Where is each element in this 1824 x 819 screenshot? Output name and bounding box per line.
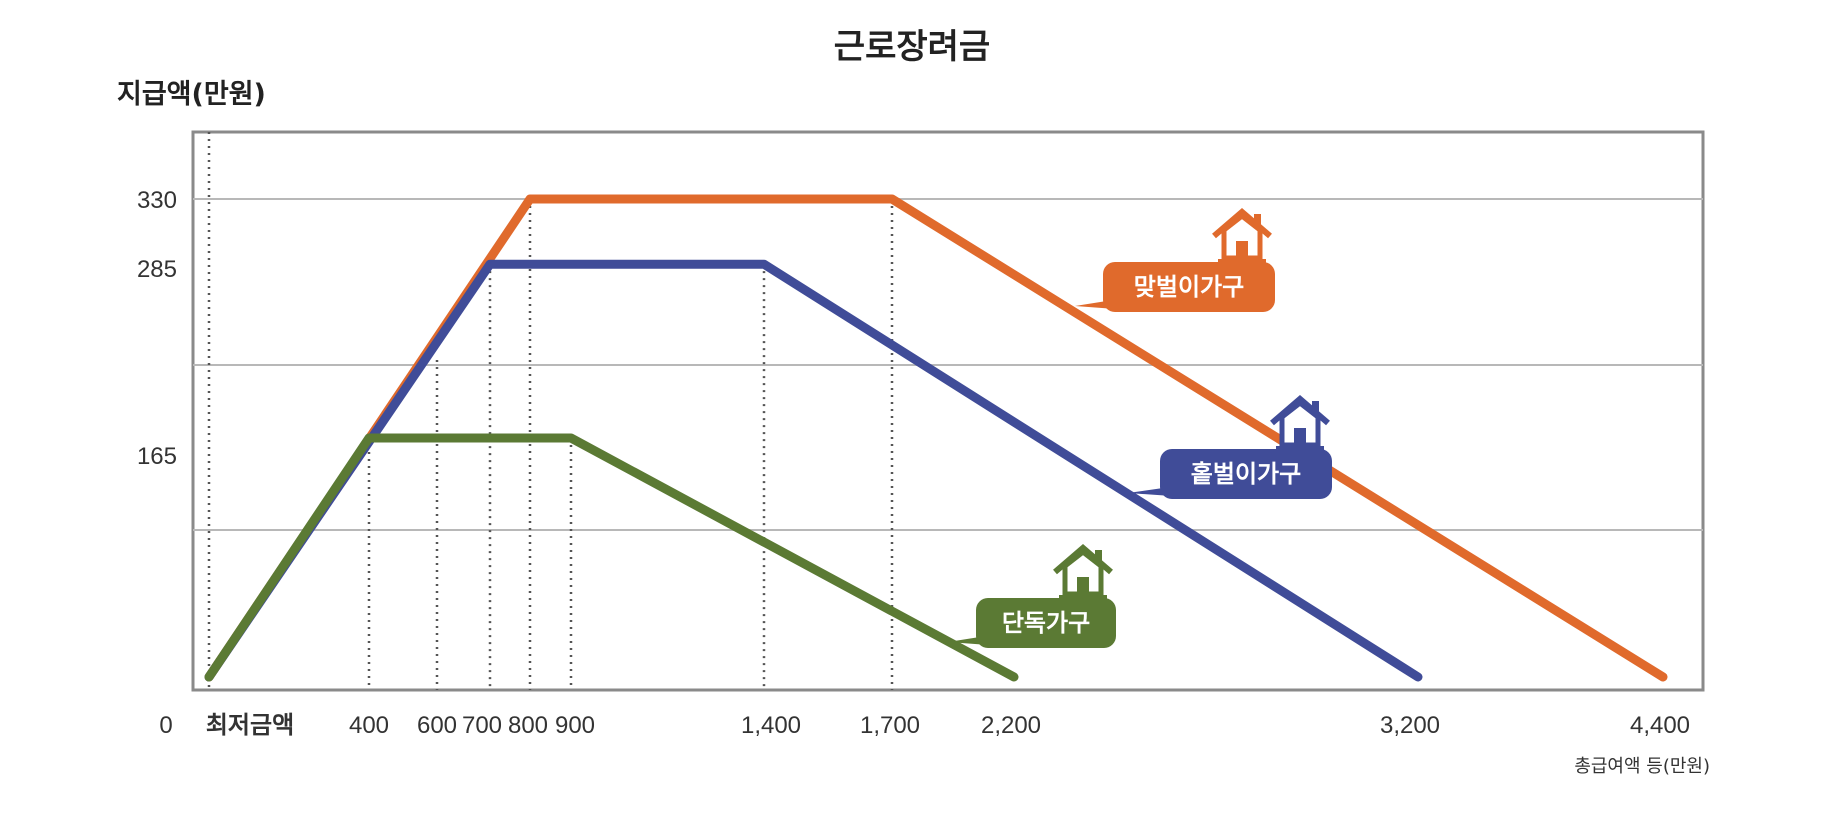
y-axis-label: 지급액(만원) bbox=[117, 79, 266, 110]
tick-labels: 330 285 165 0 최저금액 400 600 700 800 900 1,400 1,700 2… bbox=[137, 187, 1690, 739]
house-icon bbox=[1053, 544, 1113, 599]
x-tick-label: 900 bbox=[555, 712, 595, 739]
x-axis-label: 총급여액 등(만원) bbox=[1574, 756, 1710, 777]
plot-frame bbox=[191, 130, 1705, 692]
x-tick-label: 0 bbox=[159, 712, 172, 739]
callout-box-0 bbox=[1103, 262, 1275, 312]
y-tick-label: 285 bbox=[137, 256, 177, 283]
x-tick-label: 4,400 bbox=[1630, 712, 1690, 739]
x-tick-label: 400 bbox=[349, 712, 389, 739]
series-layer bbox=[204, 194, 1668, 682]
house-icon bbox=[1270, 395, 1330, 450]
callout-0: 맞벌이가구 bbox=[1075, 208, 1275, 312]
x-tick-label: 2,200 bbox=[981, 712, 1041, 739]
x-tick-label: 3,200 bbox=[1380, 712, 1440, 739]
guide-lines bbox=[207, 132, 894, 690]
y-tick-label: 330 bbox=[137, 187, 177, 214]
callout-box-1 bbox=[1160, 449, 1332, 499]
x-tick-label: 1,700 bbox=[860, 712, 920, 739]
callout-2: 단독가구 bbox=[948, 544, 1116, 648]
legend-label-0: 맞벌이가구 bbox=[1134, 273, 1244, 301]
chart-title: 근로장려금 bbox=[834, 27, 990, 67]
legend-label-1: 홑벌이가구 bbox=[1191, 460, 1301, 488]
x-tick-label: 600 bbox=[417, 712, 457, 739]
x-tick-label: 1,400 bbox=[741, 712, 801, 739]
house-icon bbox=[1212, 208, 1272, 263]
callout-box-2 bbox=[976, 598, 1116, 648]
series-line-2 bbox=[204, 433, 1019, 682]
y-tick-label: 165 bbox=[137, 443, 177, 470]
grid-layer bbox=[193, 198, 1703, 531]
legend-label-2: 단독가구 bbox=[1002, 609, 1090, 637]
x-tick-label: 800 bbox=[508, 712, 548, 739]
x-tick-label: 700 bbox=[462, 712, 502, 739]
callout-1: 홑벌이가구 bbox=[1128, 395, 1332, 499]
x-tick-label: 최저금액 bbox=[206, 711, 294, 739]
